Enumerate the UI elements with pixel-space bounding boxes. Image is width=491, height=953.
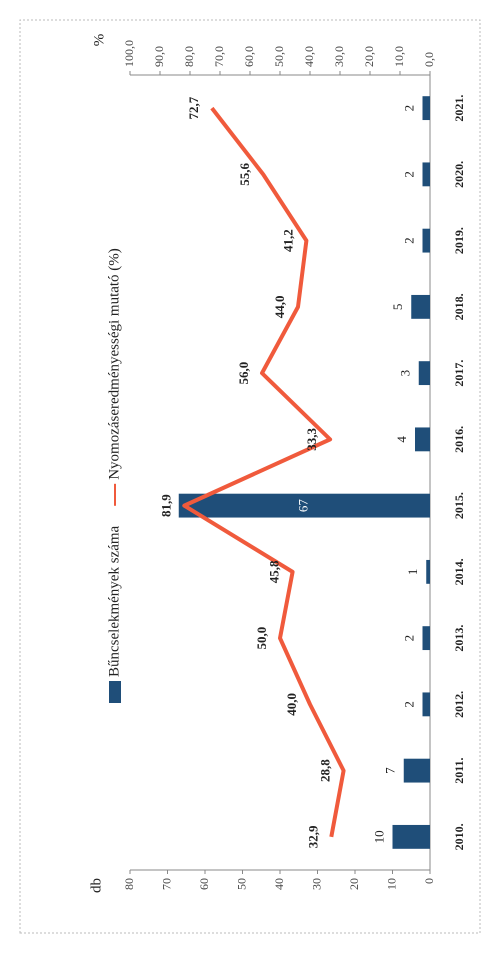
y-tick-label: 30 (309, 878, 323, 890)
bar-label: 2 (401, 171, 416, 178)
y2-axis-title: % (91, 34, 107, 47)
bar (423, 626, 431, 650)
x-tick-label: 2011. (452, 757, 466, 783)
y-axis-title: db (88, 878, 104, 893)
x-tick-label: 2014. (452, 558, 466, 585)
bar (419, 361, 430, 385)
x-tick-label: 2020. (452, 161, 466, 188)
y-tick-label: 10 (384, 878, 398, 890)
x-tick-label: 2018. (452, 293, 466, 320)
y2-tick-label: 20,0 (362, 46, 376, 67)
y2-tick-label: 70,0 (212, 46, 226, 67)
bar-label: 7 (383, 767, 398, 774)
y-tick-label: 0 (422, 878, 436, 884)
data-label: 55,6 (237, 163, 252, 186)
bar (423, 692, 431, 716)
data-label: 32,9 (305, 825, 320, 848)
x-tick-label: 2010. (452, 823, 466, 850)
y2-tick-label: 10,0 (392, 46, 406, 67)
y-tick-label: 80 (122, 878, 136, 890)
bar-label: 1 (405, 569, 420, 576)
line (184, 108, 343, 837)
y-tick-label: 50 (234, 878, 248, 890)
y2-tick-label: 0,0 (422, 52, 436, 67)
bar (426, 560, 430, 584)
bar-label: 2 (401, 635, 416, 642)
y2-tick-label: 100,0 (122, 40, 136, 67)
x-tick-label: 2012. (452, 691, 466, 718)
data-label: 41,2 (280, 229, 295, 252)
y-tick-label: 60 (197, 878, 211, 890)
bar (423, 162, 431, 186)
bar-label: 4 (394, 436, 409, 443)
y2-tick-label: 50,0 (272, 46, 286, 67)
y2-tick-label: 40,0 (302, 46, 316, 67)
y-tick-label: 40 (272, 878, 286, 890)
data-label: 56,0 (236, 362, 251, 385)
bar (404, 759, 430, 783)
y2-tick-label: 60,0 (242, 46, 256, 67)
data-label: 72,7 (186, 96, 201, 119)
bar-label: 67 (295, 499, 310, 513)
x-tick-label: 2013. (452, 625, 466, 652)
data-label: 45,8 (267, 560, 282, 583)
x-tick-label: 2017. (452, 360, 466, 387)
legend-swatch (109, 681, 121, 703)
rotated-chart: 0 10 20 30 40 50 60 70 80 0,0 10,0 20,0 30,0 40,0 50,0… (20, 20, 480, 933)
bar-label: 2 (401, 105, 416, 112)
bar-label: 10 (371, 830, 386, 843)
x-tick-label: 2021. (452, 95, 466, 122)
y2-tick-label: 30,0 (332, 46, 346, 67)
y2-tick-label: 80,0 (182, 46, 196, 67)
y-tick-label: 20 (347, 878, 361, 890)
data-label: 44,0 (272, 296, 287, 319)
bar (423, 96, 431, 120)
data-label: 81,9 (158, 494, 173, 517)
bar-label: 2 (401, 701, 416, 708)
bar (411, 295, 430, 319)
chart: 0 10 20 30 40 50 60 70 80 0,0 10,0 20,0 30,0 40,0 50,0… (0, 0, 491, 953)
x-tick-label: 2019. (452, 227, 466, 254)
y-tick-label: 70 (159, 878, 173, 890)
bar (415, 427, 430, 451)
bar-label: 5 (390, 304, 405, 311)
bar-label: 3 (398, 370, 413, 377)
x-tick-label: 2016. (452, 426, 466, 453)
data-label: 50,0 (254, 627, 269, 650)
data-label: 33,3 (304, 428, 319, 451)
data-label: 28,8 (318, 759, 333, 782)
legend-label: Nyomozáseredményességi mutató (%) (106, 248, 122, 480)
bar (393, 825, 431, 849)
legend-label: Bűncselekmények száma (106, 525, 122, 677)
y2-tick-label: 90,0 (152, 46, 166, 67)
bar-label: 2 (401, 237, 416, 244)
x-tick-label: 2015. (452, 492, 466, 519)
data-label: 40,0 (284, 693, 299, 716)
bar (423, 229, 431, 253)
